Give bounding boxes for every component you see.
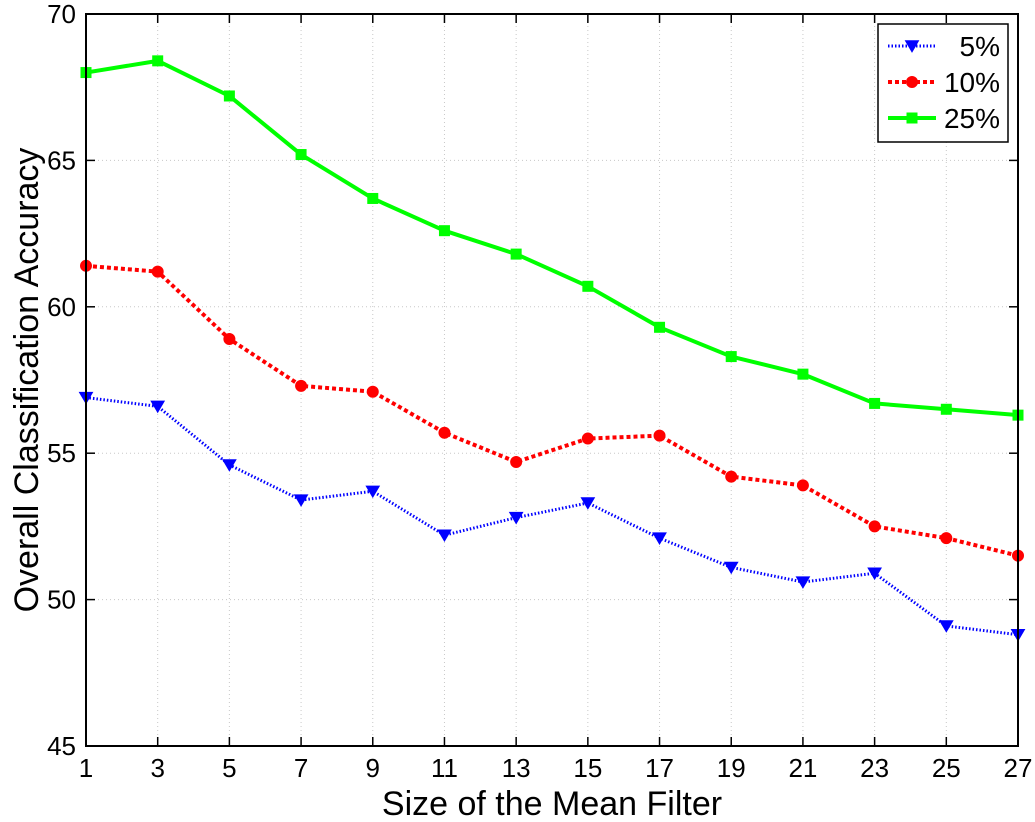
plot-area-frame	[85, 13, 1019, 747]
legend-marker	[906, 112, 918, 124]
data-point	[295, 149, 307, 161]
data-point	[796, 479, 809, 492]
data-point	[581, 432, 594, 445]
y-axis-label: Overall Classification Accuracy	[8, 148, 46, 613]
data-point	[582, 280, 594, 292]
data-point	[510, 248, 522, 260]
series-10pct	[80, 259, 1024, 562]
data-point	[438, 225, 450, 237]
data-point	[295, 379, 308, 392]
x-tick-label: 5	[222, 753, 236, 783]
data-point	[867, 567, 882, 581]
series-25pct	[80, 55, 1024, 421]
data-point	[652, 532, 667, 545]
data-point	[725, 351, 737, 363]
y-tick-label: 50	[47, 585, 76, 615]
y-tick-label: 70	[47, 0, 76, 29]
data-point	[654, 321, 666, 333]
data-point	[580, 497, 596, 510]
data-point	[508, 511, 524, 525]
x-tick-label: 21	[788, 753, 817, 783]
legend-marker	[906, 76, 918, 88]
x-tick-label: 27	[1004, 753, 1033, 783]
data-point	[938, 620, 954, 633]
data-point	[365, 485, 381, 499]
data-point	[653, 429, 666, 442]
legend-box	[877, 23, 1009, 143]
x-tick-label: 13	[502, 753, 531, 783]
data-point	[940, 403, 952, 415]
x-tick-label: 11	[431, 753, 458, 783]
data-point	[367, 192, 379, 204]
data-point	[293, 494, 309, 507]
series-line	[85, 396, 1019, 637]
x-tick-label: 25	[932, 753, 961, 783]
data-point	[151, 265, 164, 278]
data-point	[869, 397, 881, 409]
series-line	[85, 263, 1019, 558]
legend-marker	[904, 40, 920, 53]
data-point	[437, 529, 452, 543]
legend: 5% 10% 25%	[877, 23, 1009, 143]
x-tick-label: 17	[645, 753, 674, 783]
data-point	[723, 561, 739, 575]
x-tick-label: 19	[717, 753, 746, 783]
y-tick-label: 55	[47, 438, 76, 468]
data-point	[223, 90, 235, 102]
series-5pct	[78, 391, 1026, 642]
data-point	[795, 576, 811, 589]
x-tick-label: 1	[79, 753, 93, 783]
y-tick-label: 65	[47, 145, 76, 175]
legend-label: 25%	[944, 103, 1000, 134]
data-series	[78, 55, 1026, 642]
data-point	[222, 459, 237, 472]
data-point	[868, 520, 881, 533]
y-tick-label: 45	[47, 731, 76, 761]
series-line	[84, 58, 1020, 418]
data-point	[150, 400, 166, 414]
x-axis-label: Size of the Mean Filter	[382, 785, 722, 822]
x-tick-label: 3	[150, 753, 164, 783]
data-point	[510, 455, 523, 468]
legend-label: 5%	[960, 31, 1000, 62]
x-tick-label: 9	[366, 753, 380, 783]
data-point	[940, 532, 953, 545]
data-point	[797, 368, 809, 380]
data-point	[438, 426, 451, 439]
data-point	[366, 385, 379, 398]
y-tick-label: 60	[47, 292, 76, 322]
legend-label: 10%	[944, 67, 1000, 98]
x-tick-label: 7	[294, 753, 308, 783]
data-point	[152, 55, 164, 67]
data-point	[725, 470, 738, 483]
x-tick-label: 15	[573, 753, 602, 783]
data-point	[223, 333, 236, 346]
x-tick-label: 23	[860, 753, 889, 783]
